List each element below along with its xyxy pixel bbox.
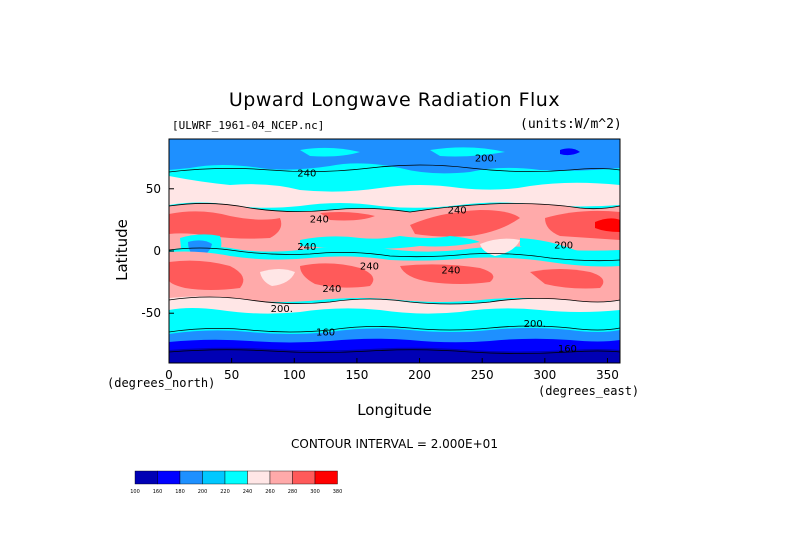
contour-line <box>169 203 620 213</box>
contour-label: 200 <box>554 241 573 252</box>
colorbar-swatch <box>224 470 248 485</box>
colorbar-swatch <box>314 470 338 485</box>
colorbar-swatch <box>134 470 158 485</box>
contour-label: 160 <box>316 328 335 339</box>
sh-white-patch <box>260 269 295 286</box>
colorbar-label: 300 <box>310 489 320 495</box>
x-tick-label: 350 <box>596 368 619 382</box>
nh-hot-region <box>410 210 520 237</box>
x-tick-label: 250 <box>471 368 494 382</box>
colorbar: 100 160 180 200 220 240 260 280 300 380 <box>130 470 343 495</box>
colorbar-label: 100 <box>130 489 140 495</box>
arctic-band <box>169 139 620 174</box>
sh-hot-region <box>530 269 604 289</box>
colorbar-label: 240 <box>243 489 253 495</box>
contour-label: 200. <box>271 304 293 315</box>
contour-labels: 200.200.240240240240240240240200.200.160… <box>271 153 577 355</box>
arctic-patch <box>300 147 360 157</box>
colorbar-swatch <box>157 470 181 485</box>
sh-hot-region <box>169 260 244 290</box>
contour-label: 240 <box>441 265 460 276</box>
contour-label: 200. <box>475 153 497 164</box>
tropical-cool <box>300 236 480 249</box>
nh-hot-region <box>545 210 620 240</box>
x-tick-label: 100 <box>283 368 306 382</box>
sh-white-band <box>169 296 620 314</box>
nh-hot-region <box>169 211 282 239</box>
contour-interval: CONTOUR INTERVAL = 2.000E+01 <box>291 437 498 451</box>
colorbar-label: 160 <box>153 489 163 495</box>
sh-hot-region <box>400 264 494 284</box>
contour-line <box>169 164 620 173</box>
y-tick-label: 0 <box>153 244 161 258</box>
x-tick-label: 300 <box>533 368 556 382</box>
nh-white-band <box>169 176 620 208</box>
colorbar-label: 220 <box>220 489 230 495</box>
contour-line <box>169 296 620 305</box>
plot-area <box>169 139 620 363</box>
colorbar-swatch <box>269 470 293 485</box>
x-ticks: 0 50 100 150 200 250 300 350 <box>165 358 619 382</box>
colorbar-swatch <box>292 470 316 485</box>
units-label: (units:W/m^2) <box>520 117 622 132</box>
nh-hot-region <box>320 212 375 221</box>
colorbar-swatch <box>179 470 203 485</box>
contour-label: 240 <box>297 168 316 179</box>
chart-title: Upward Longwave Radiation Flux <box>228 89 561 111</box>
x-axis-label: Longitude <box>357 401 432 419</box>
x-tick-label: 200 <box>408 368 431 382</box>
colorbar-label: 260 <box>265 489 275 495</box>
sh-hot-region <box>300 263 374 288</box>
x-tick-label: 0 <box>165 368 173 382</box>
contour-line <box>169 349 620 354</box>
contour-line <box>169 247 620 262</box>
dataset-filename: [ULWRF_1961-04_NCEP.nc] <box>172 119 325 132</box>
colorbar-swatch <box>202 470 226 485</box>
x-axis-units: (degrees_east) <box>538 384 640 398</box>
y-ticks: 50 0 -50 <box>141 182 174 320</box>
contour-label: 240 <box>360 262 379 273</box>
nh-peak <box>595 218 620 232</box>
contour-label: 200. <box>524 319 546 330</box>
colorbar-swatch <box>247 470 271 485</box>
contour-line <box>169 325 620 333</box>
contour-label: 160 <box>558 344 577 355</box>
y-axis-units: (degrees_north) <box>107 376 216 390</box>
contour-label: 240 <box>297 242 316 253</box>
x-tick-label: 150 <box>345 368 368 382</box>
tropical-cool <box>520 238 610 264</box>
y-tick-label: 50 <box>146 182 161 196</box>
y-tick-label: -50 <box>141 306 161 320</box>
contour-label: 240 <box>322 284 341 295</box>
arctic-patch <box>430 147 505 157</box>
colorbar-label: 280 <box>288 489 298 495</box>
colorbar-label: 200 <box>198 489 208 495</box>
tropical-white <box>480 238 520 256</box>
contour-label: 240 <box>310 214 329 225</box>
x-tick-label: 50 <box>224 368 239 382</box>
arctic-dark-patch <box>560 148 580 156</box>
colorbar-label: 380 <box>333 489 343 495</box>
colorbar-label: 180 <box>175 489 185 495</box>
contour-label: 240 <box>448 206 467 217</box>
sh-warm-band <box>169 251 620 302</box>
